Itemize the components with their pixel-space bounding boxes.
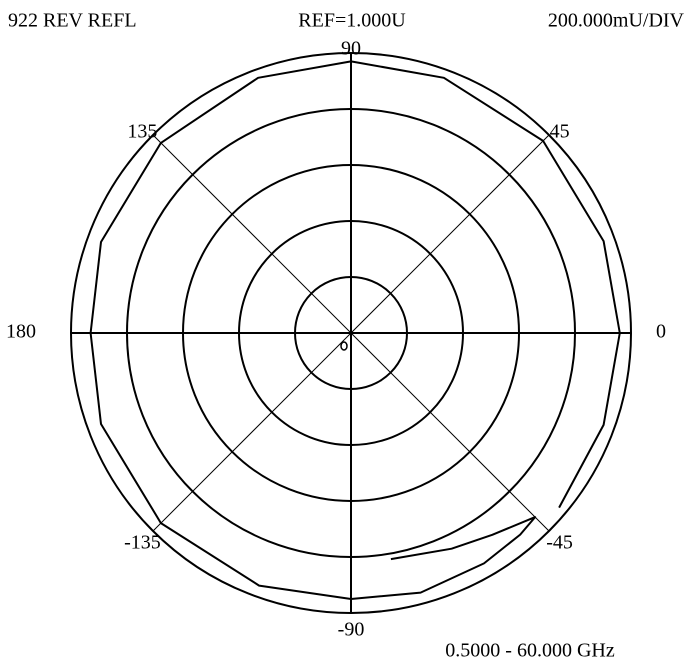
angle-label: -135 xyxy=(124,531,161,553)
grid-spoke xyxy=(152,332,352,532)
grid-spoke xyxy=(152,134,352,334)
angle-label: -45 xyxy=(546,531,573,553)
angle-label: 90 xyxy=(341,38,361,60)
reference-label: REF=1.000U xyxy=(298,10,406,32)
angle-label: 45 xyxy=(550,120,570,142)
angle-label: 135 xyxy=(127,120,157,142)
angle-label: 180 xyxy=(6,321,36,343)
angle-label: -90 xyxy=(338,619,365,641)
angle-label: 0 xyxy=(656,321,666,343)
grid-spoke xyxy=(350,332,550,532)
grid-spoke xyxy=(350,134,550,334)
frequency-range: 0.5000 - 60.000 GHz xyxy=(445,640,615,662)
chart-title: 922 REV REFL xyxy=(8,10,137,32)
scale-label: 200.000mU/DIV xyxy=(548,10,685,32)
trace xyxy=(89,60,621,600)
center-marker xyxy=(340,341,348,351)
